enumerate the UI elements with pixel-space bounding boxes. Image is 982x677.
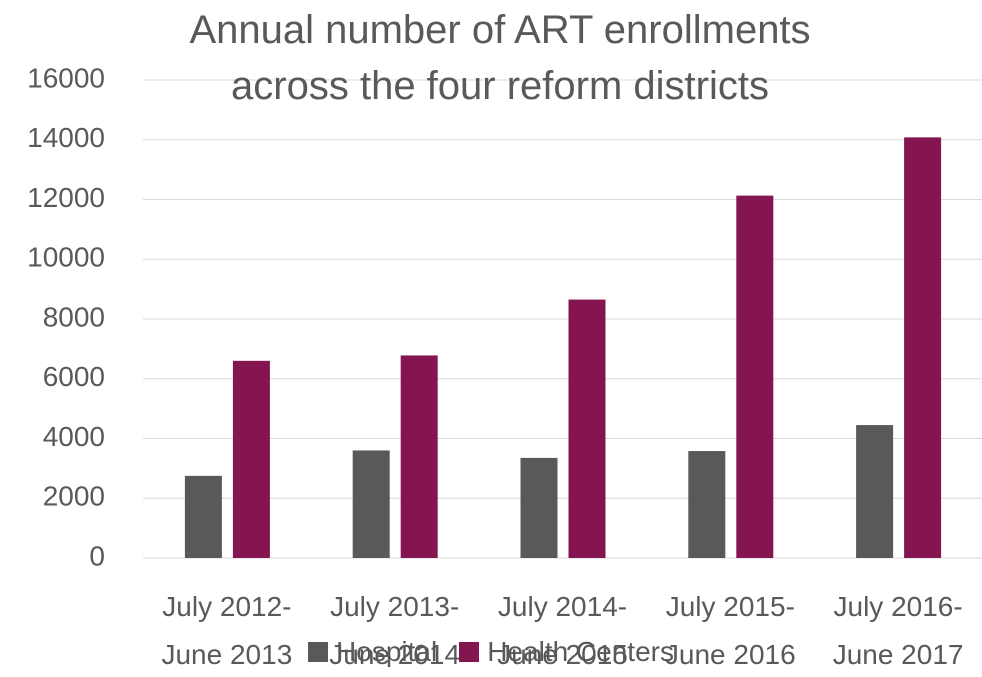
x-tick-label: July 2014- June 2015 bbox=[497, 591, 628, 670]
legend-label: Health Centers bbox=[487, 636, 674, 667]
bar bbox=[856, 425, 894, 558]
y-tick-label: 6000 bbox=[43, 361, 105, 392]
legend-label: Hospital bbox=[336, 636, 438, 667]
bar bbox=[568, 299, 606, 558]
bar bbox=[688, 451, 726, 558]
x-tick-label: July 2013- June 2014 bbox=[329, 591, 461, 670]
x-tick-label: July 2012- June 2013 bbox=[161, 591, 293, 670]
legend-item: Hospital bbox=[308, 636, 437, 668]
legend-item: Health Centers bbox=[459, 636, 674, 668]
bar bbox=[232, 360, 270, 558]
bar bbox=[184, 475, 222, 558]
x-tick-label: July 2016- June 2017 bbox=[832, 591, 964, 670]
y-tick-label: 8000 bbox=[43, 301, 105, 332]
bar bbox=[400, 355, 438, 558]
y-tick-label: 12000 bbox=[27, 182, 105, 213]
legend: Hospital Health Centers bbox=[0, 636, 982, 668]
y-tick-label: 4000 bbox=[43, 421, 105, 452]
bar bbox=[736, 195, 774, 558]
y-tick-label: 2000 bbox=[43, 481, 105, 512]
bar bbox=[352, 450, 390, 558]
y-tick-label: 14000 bbox=[27, 122, 105, 153]
x-tick-label: July 2015- June 2016 bbox=[664, 591, 796, 670]
chart-title: Annual number of ART enrollments across … bbox=[189, 8, 811, 108]
bar bbox=[904, 137, 942, 559]
bar bbox=[520, 457, 558, 558]
y-tick-label: 10000 bbox=[27, 242, 105, 273]
legend-swatch bbox=[308, 642, 329, 662]
legend-swatch bbox=[459, 642, 480, 662]
y-tick-label: 0 bbox=[89, 540, 105, 571]
y-tick-label: 16000 bbox=[27, 62, 105, 93]
